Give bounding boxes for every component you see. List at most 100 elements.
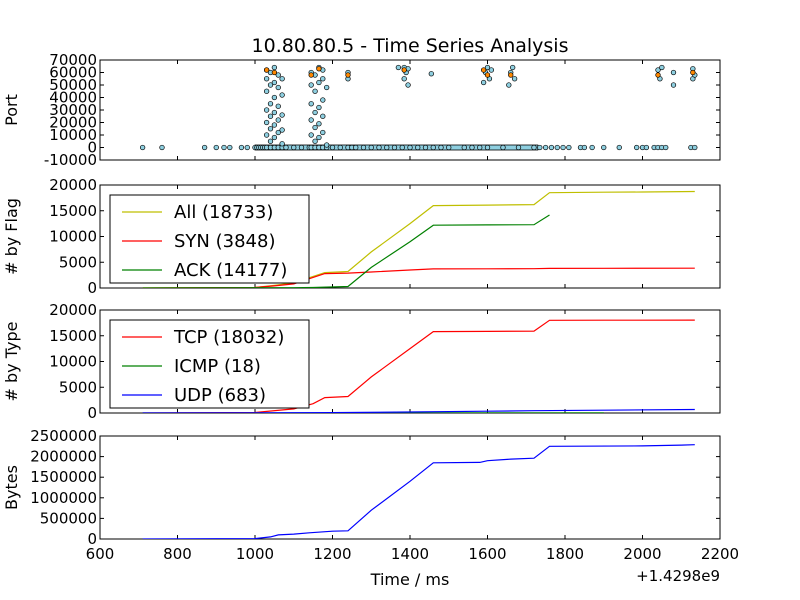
x-tick-label: 600 <box>86 545 115 563</box>
scatter-point <box>324 142 330 148</box>
scatter-point <box>312 138 318 144</box>
legend-label: UDP (683) <box>174 385 266 406</box>
scatter-point <box>275 84 281 91</box>
scatter-point <box>360 144 367 151</box>
scatter-point <box>271 122 278 128</box>
y-tick-label: 5000 <box>59 253 97 271</box>
legend-box <box>109 319 310 409</box>
scatter-point <box>271 94 278 101</box>
scatter-point <box>415 144 421 151</box>
scatter-point <box>316 104 322 111</box>
scatter-point <box>324 84 330 91</box>
y-tick-label: 60000 <box>49 64 97 82</box>
scatter-point <box>446 144 452 151</box>
y-tick-label: 1500000 <box>30 468 97 486</box>
scatter-point <box>279 76 285 82</box>
scatter-point <box>566 144 572 151</box>
legend-label: TCP (18032) <box>173 327 284 348</box>
y-axis-label: Port <box>2 94 21 126</box>
scatter-point <box>438 144 444 151</box>
plot-area <box>142 190 695 288</box>
y-tick-label: -10000 <box>44 151 97 169</box>
scatter-point <box>368 144 374 151</box>
scatter-point <box>271 64 278 71</box>
scatter-point <box>271 79 278 86</box>
scatter-point <box>320 129 326 136</box>
scatter-point <box>511 76 518 82</box>
x-offset-label: +1.4298e9 <box>636 567 720 585</box>
panel-frame <box>99 435 721 540</box>
scatter-point <box>601 144 607 151</box>
scatter-point <box>316 66 322 72</box>
scatter-point <box>655 72 661 78</box>
scatter-point <box>581 144 588 151</box>
scatter-point <box>401 67 407 73</box>
scatter-point <box>329 144 336 151</box>
scatter-point <box>643 144 650 151</box>
y-tick-label: 500000 <box>40 509 97 527</box>
y-tick-label: 0 <box>87 404 97 422</box>
y-tick-label: 20000 <box>49 114 97 132</box>
plot-area <box>139 64 698 151</box>
panels-group: -100000100002000030000400005000060000700… <box>2 51 739 563</box>
scatter-point <box>554 144 560 151</box>
x-tick-label: 800 <box>163 545 192 563</box>
scatter-point <box>616 144 622 151</box>
scatter-point <box>316 79 322 86</box>
scatter-point <box>430 144 436 151</box>
scatter-point <box>316 121 322 127</box>
scatter-point <box>271 69 278 76</box>
scatter-point <box>308 101 314 107</box>
legend-box <box>109 194 310 284</box>
scatter-point <box>227 144 233 151</box>
scatter-point <box>428 71 434 77</box>
scatter-point <box>275 72 281 78</box>
scatter-point <box>312 124 318 131</box>
legend-label: SYN (3848) <box>174 231 275 252</box>
scatter-point <box>159 144 165 151</box>
scatter-point <box>267 113 274 119</box>
scatter-point <box>263 107 270 113</box>
x-tick-label: 2200 <box>701 545 739 563</box>
legend-label: All (18733) <box>174 202 273 223</box>
scatter-point <box>312 88 318 94</box>
scatter-point <box>337 144 343 151</box>
scatter-point <box>320 97 326 103</box>
scatter-point <box>399 144 405 151</box>
scatter-point <box>345 72 351 78</box>
scatter-point <box>291 144 297 151</box>
legend-label: ICMP (18) <box>174 356 261 377</box>
scatter-point <box>484 64 491 71</box>
y-axis-label: Bytes <box>2 465 21 510</box>
scatter-point <box>542 144 549 151</box>
scatter-point <box>376 144 382 151</box>
scatter-point <box>267 82 274 88</box>
scatter-point <box>308 132 314 138</box>
scatter-point <box>510 64 516 71</box>
scatter-point <box>663 144 669 151</box>
scatter-point <box>670 82 677 88</box>
x-tick-label: 1600 <box>468 545 506 563</box>
scatter-point <box>320 76 326 82</box>
x-tick-label: 2000 <box>623 545 661 563</box>
plot-area <box>142 444 695 539</box>
scatter-point <box>279 92 285 98</box>
scatter-point <box>275 117 281 123</box>
scatter-point <box>283 144 289 151</box>
scatter-point <box>263 119 270 126</box>
scatter-point <box>531 144 537 151</box>
scatter-point <box>391 144 398 151</box>
series-line-0 <box>142 190 695 288</box>
scatter-point <box>213 144 219 151</box>
scatter-point <box>279 141 285 147</box>
x-tick-label: 1400 <box>391 545 429 563</box>
panel-0: -100000100002000030000400005000060000700… <box>2 51 721 169</box>
scatter-point <box>244 144 250 151</box>
legend-label: ACK (14177) <box>174 260 287 281</box>
scatter-point <box>308 117 314 123</box>
scatter-point <box>461 144 467 151</box>
scatter-point <box>238 144 245 151</box>
scatter-point <box>320 113 326 119</box>
scatter-point <box>139 144 146 151</box>
scatter-point <box>484 144 491 151</box>
